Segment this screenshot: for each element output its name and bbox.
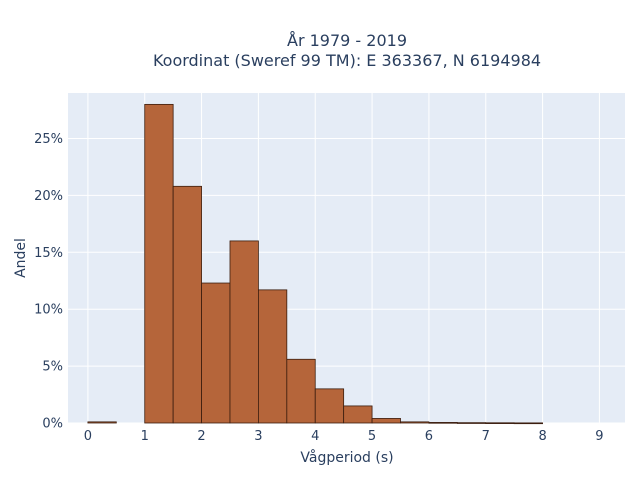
x-tick-label: 2 — [197, 429, 205, 444]
x-tick-label: 4 — [311, 429, 319, 444]
histogram-bar — [456, 422, 487, 424]
histogram-bar — [286, 358, 316, 424]
y-tick-label: 20% — [34, 189, 63, 204]
y-tick-label: 10% — [34, 303, 63, 318]
y-tick-label: 15% — [34, 246, 63, 261]
x-tick-label: 5 — [368, 429, 376, 444]
x-tick-label: 0 — [84, 429, 92, 444]
x-tick-label: 9 — [595, 429, 603, 444]
histogram-bar — [201, 282, 231, 424]
histogram-bar — [400, 421, 430, 424]
histogram-bar — [343, 405, 373, 424]
histogram-bar — [513, 422, 543, 425]
y-axis-ticks: 0% 5% 10% 15% 20% 25% — [34, 132, 63, 431]
histogram-bar — [87, 421, 117, 424]
x-tick-label: 6 — [425, 429, 433, 444]
histogram-bar — [258, 289, 288, 424]
histogram-bar — [144, 103, 174, 424]
histogram-bar — [314, 388, 345, 424]
x-tick-label: 1 — [141, 429, 149, 444]
y-axis-title: Andel — [13, 238, 29, 278]
x-tick-label: 7 — [482, 429, 490, 444]
chart-title-line-1: År 1979 - 2019 — [287, 31, 407, 50]
x-axis-ticks: 0 1 2 3 4 5 6 7 8 9 — [84, 429, 604, 444]
y-tick-label: 25% — [34, 132, 63, 147]
chart-title-line-2: Koordinat (Sweref 99 TM): E 363367, N 61… — [153, 51, 541, 70]
x-axis-title: Vågperiod (s) — [300, 449, 393, 466]
histogram-bar — [229, 240, 259, 424]
x-tick-label: 8 — [538, 429, 546, 444]
x-tick-label: 3 — [254, 429, 262, 444]
y-tick-label: 0% — [42, 417, 63, 432]
bars — [87, 103, 543, 425]
histogram-bar — [428, 422, 458, 424]
histogram-bar — [485, 422, 515, 424]
histogram-bar — [172, 185, 202, 424]
y-tick-label: 5% — [42, 360, 63, 375]
histogram-bar — [371, 418, 401, 424]
